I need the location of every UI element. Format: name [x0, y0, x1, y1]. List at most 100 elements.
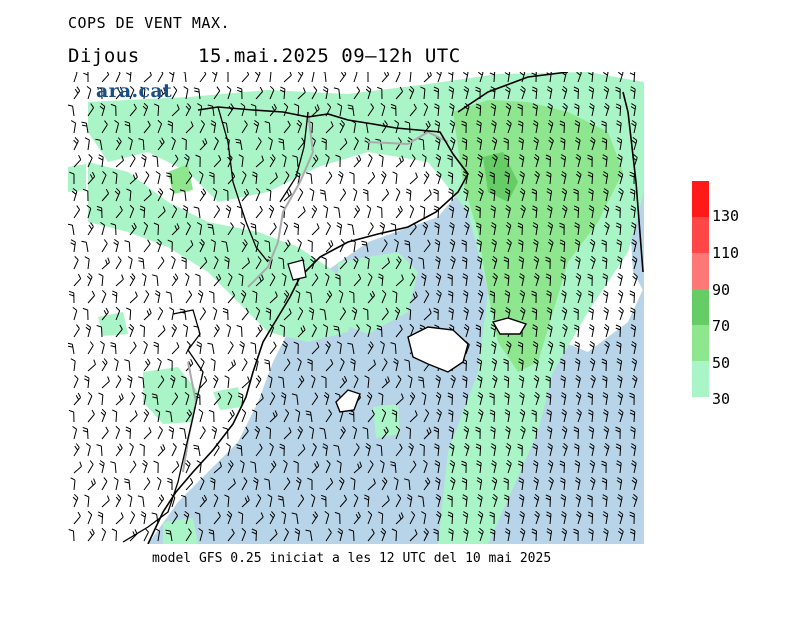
- wind-barb: [86, 205, 92, 219]
- wind-barb: [82, 427, 89, 440]
- wind-barb: [461, 477, 468, 491]
- wind-barb: [575, 477, 581, 491]
- wind-barb: [631, 357, 638, 372]
- wind-barb: [269, 341, 277, 355]
- wind-barb: [197, 103, 203, 117]
- wind-barb: [367, 341, 374, 355]
- wind-barb: [573, 426, 579, 440]
- wind-barb: [475, 205, 481, 219]
- wind-barb: [547, 120, 554, 134]
- wind-barb: [199, 72, 207, 83]
- wind-barb: [324, 511, 330, 525]
- wind-barb: [85, 323, 92, 338]
- wind-barb: [630, 103, 637, 117]
- wind-barb: [378, 273, 384, 287]
- wind-barb: [281, 511, 287, 525]
- wind-barb: [269, 72, 272, 83]
- wind-barb: [325, 477, 334, 491]
- wind-barb: [601, 137, 608, 151]
- wind-barb: [574, 103, 580, 117]
- wind-barb: [504, 72, 511, 83]
- wind-barb: [199, 256, 208, 270]
- wind-barb: [395, 205, 403, 219]
- wind-barb: [381, 188, 390, 202]
- wind-barb: [199, 375, 208, 389]
- wind-barb: [575, 137, 581, 151]
- wind-barb: [73, 86, 81, 100]
- wind-barb: [477, 409, 484, 423]
- wind-barb: [381, 239, 388, 253]
- wind-barb: [240, 289, 247, 304]
- wind-barb: [547, 102, 553, 117]
- wind-barb: [603, 85, 610, 100]
- wind-barb: [560, 477, 566, 491]
- wind-barb: [490, 443, 497, 457]
- wind-barb: [448, 86, 455, 100]
- wind-barb: [589, 222, 595, 236]
- wind-barb: [226, 510, 233, 525]
- wind-barb: [433, 426, 439, 440]
- wind-barb: [630, 205, 636, 219]
- wind-barb: [477, 290, 484, 304]
- wind-barb: [267, 494, 273, 508]
- wind-barb: [367, 154, 373, 168]
- wind-barb: [477, 154, 483, 168]
- wind-barb: [423, 72, 432, 83]
- wind-barb: [308, 307, 315, 321]
- wind-barb: [503, 137, 509, 151]
- wind-barb: [618, 187, 624, 202]
- wind-barb: [478, 527, 484, 542]
- wind-barb: [129, 511, 136, 525]
- wind-barb: [196, 341, 202, 355]
- wind-barb: [311, 86, 318, 100]
- wind-barb: [381, 358, 388, 372]
- wind-barb: [322, 324, 329, 338]
- wind-barb: [395, 494, 402, 508]
- wind-barb: [589, 459, 596, 474]
- wind-barb: [376, 205, 383, 219]
- wind-barb: [436, 289, 442, 304]
- wind-barb: [305, 172, 313, 185]
- wind-barb: [475, 103, 482, 117]
- island-mallorca: [407, 326, 469, 373]
- wind-barb: [561, 408, 567, 423]
- wind-barb: [143, 409, 150, 423]
- wind-barb: [476, 341, 482, 355]
- wind-barb: [349, 171, 355, 184]
- wind-barb: [603, 72, 609, 83]
- wind-barb: [390, 461, 397, 474]
- wind-barb: [353, 493, 359, 508]
- wind-barb: [171, 136, 176, 151]
- wind-barb: [408, 85, 415, 100]
- wind-barb: [463, 324, 470, 338]
- wind-barb: [283, 221, 289, 236]
- interior-border: [122, 106, 309, 543]
- wind-barb: [601, 120, 607, 134]
- wind-barb: [169, 307, 175, 321]
- wind-barb: [449, 459, 456, 474]
- wind-barb: [519, 409, 526, 423]
- wind-barb: [435, 273, 442, 287]
- wind-barb: [405, 426, 411, 440]
- wind-barb: [185, 460, 191, 474]
- wind-barb: [489, 188, 496, 202]
- wind-barb: [179, 308, 187, 321]
- wind-barb: [185, 171, 193, 185]
- wind-barb: [283, 102, 289, 117]
- wind-barb: [227, 391, 233, 406]
- wind-barb: [325, 290, 333, 304]
- wind-barb: [436, 72, 442, 83]
- wind-barb: [573, 307, 579, 321]
- wind-barb: [381, 289, 387, 304]
- wind-barb: [395, 393, 404, 406]
- wind-barb: [297, 444, 306, 457]
- wind-barb: [269, 529, 278, 542]
- wind-barb: [208, 529, 215, 542]
- wind-barb: [213, 511, 221, 525]
- wind-barb: [350, 477, 356, 491]
- wind-barb: [575, 511, 582, 525]
- wind-barb: [100, 340, 105, 355]
- wind-barb: [184, 153, 190, 168]
- wind-barb: [241, 527, 247, 542]
- wind-barb: [562, 323, 568, 338]
